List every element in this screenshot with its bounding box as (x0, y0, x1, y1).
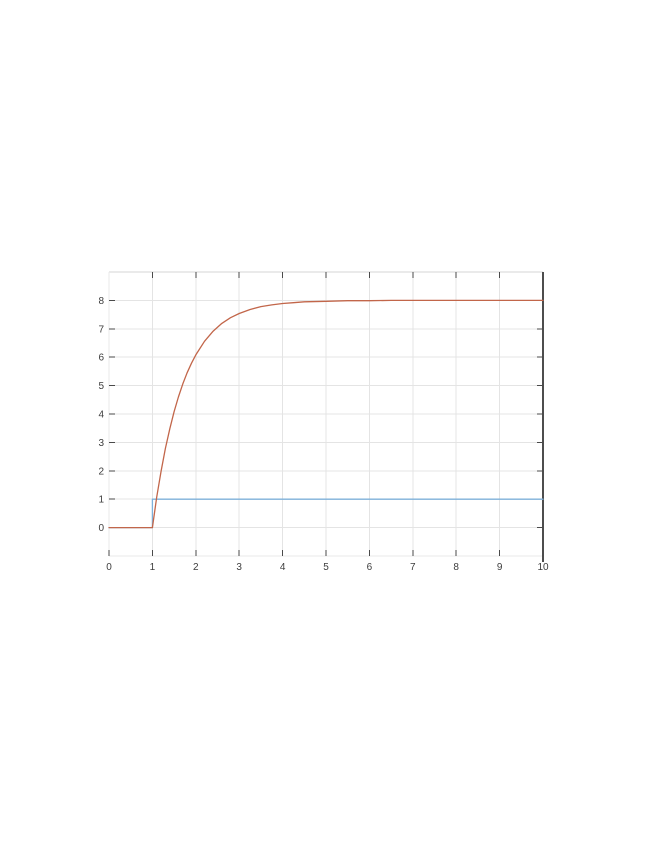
x-tick-label: 5 (323, 562, 329, 573)
y-tick-label: 5 (98, 381, 104, 392)
x-tick-label: 9 (497, 562, 503, 573)
y-tick-label: 7 (98, 324, 104, 335)
x-tick-label: 10 (537, 562, 549, 573)
y-tick-label: 6 (98, 353, 104, 364)
y-tick-label: 2 (98, 466, 104, 477)
x-tick-label: 2 (193, 562, 199, 573)
y-tick-label: 0 (98, 523, 104, 534)
y-tick-label: 8 (98, 296, 104, 307)
x-tick-label: 0 (106, 562, 112, 573)
x-tick-label: 1 (150, 562, 156, 573)
y-tick-label: 1 (98, 495, 104, 506)
x-tick-label: 8 (453, 562, 459, 573)
x-tick-label: 6 (367, 562, 373, 573)
step-response-line (108, 299, 544, 529)
x-tick-label: 3 (236, 562, 242, 573)
x-tick-label: 7 (410, 562, 416, 573)
y-tick-label: 3 (98, 438, 104, 449)
y-tick-label: 4 (98, 410, 104, 421)
x-tick-label: 4 (280, 562, 286, 573)
